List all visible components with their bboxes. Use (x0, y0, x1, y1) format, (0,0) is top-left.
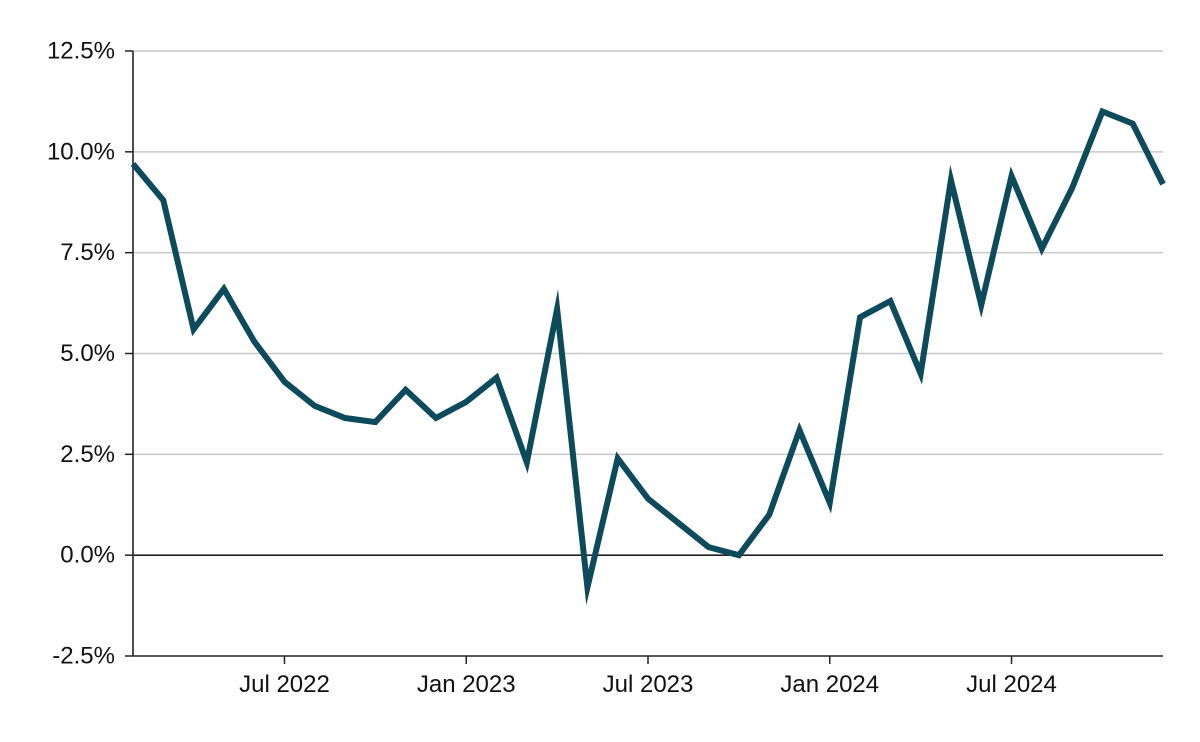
x-tick-label: Jan 2024 (780, 671, 879, 698)
series-line (130, 107, 1166, 606)
y-tick-label: 0.0% (60, 542, 115, 569)
y-tick-label: 10.0% (47, 138, 115, 165)
x-tick-label: Jul 2023 (603, 671, 694, 698)
y-tick-label: 7.5% (60, 239, 115, 266)
axes (125, 50, 1163, 664)
y-tick-label: 5.0% (60, 340, 115, 367)
y-tick-label: 2.5% (60, 441, 115, 468)
x-tick-label: Jul 2024 (966, 671, 1057, 698)
y-tick-label: -2.5% (52, 643, 115, 670)
x-tick-label: Jul 2022 (239, 671, 330, 698)
y-tick-label: 12.5% (47, 38, 115, 65)
grid-lines (133, 50, 1163, 556)
x-tick-label: Jan 2023 (417, 671, 516, 698)
x-tick-labels: Jul 2022 Jan 2023 Jul 2023 Jan 2024 Jul 2024 (239, 671, 1057, 698)
series-layer (130, 107, 1166, 606)
y-tick-labels: -2.5% 0.0% 2.5% 5.0% 7.5% 10.0% 12.5% (47, 38, 115, 670)
